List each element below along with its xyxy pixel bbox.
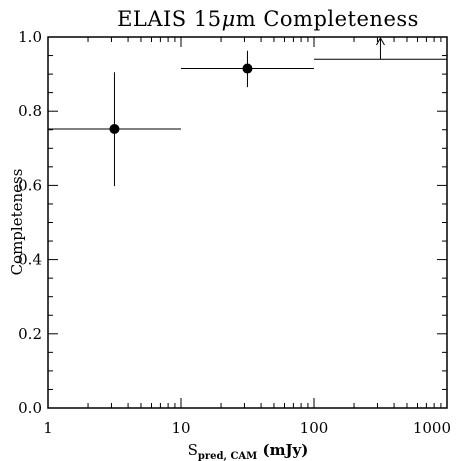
y-tick-label: 1.0 bbox=[18, 28, 42, 46]
chart-title-end: m Completeness bbox=[236, 7, 419, 31]
y-tick-label: 0.4 bbox=[18, 251, 42, 269]
x-axis-label-unit: (mJy) bbox=[257, 441, 308, 459]
data-point bbox=[242, 63, 253, 74]
x-axis-label-subscript: pred, CAM bbox=[198, 451, 257, 461]
y-axis-label: Completeness bbox=[8, 169, 26, 276]
y-tick-label: 0.2 bbox=[18, 325, 42, 343]
x-axis-ticks: 1 10 100 1000 bbox=[43, 37, 451, 437]
x-tick-label: 10 bbox=[171, 419, 190, 437]
chart-title-symbol: μ bbox=[222, 7, 236, 31]
x-tick-label: 100 bbox=[300, 419, 329, 437]
data-marks bbox=[48, 36, 447, 187]
data-point bbox=[109, 124, 120, 135]
y-tick-label: 0.0 bbox=[18, 399, 42, 417]
x-tick-label: 1 bbox=[43, 419, 53, 437]
chart-title: ELAIS 15μm Completeness bbox=[117, 7, 419, 31]
lower-limit-arrow-head bbox=[376, 36, 385, 46]
chart-title-start: ELAIS 15 bbox=[117, 7, 222, 31]
y-tick-label: 0.6 bbox=[18, 176, 42, 194]
x-axis-label-main: S bbox=[188, 441, 198, 459]
x-tick-label: 1000 bbox=[413, 419, 451, 437]
y-tick-label: 0.8 bbox=[18, 102, 42, 120]
y-axis-ticks: 0.0 0.2 0.4 0.6 0.8 1.0 bbox=[18, 28, 447, 417]
x-axis-label: Spred, CAM (mJy) bbox=[188, 441, 309, 461]
plot-frame bbox=[47, 36, 448, 409]
